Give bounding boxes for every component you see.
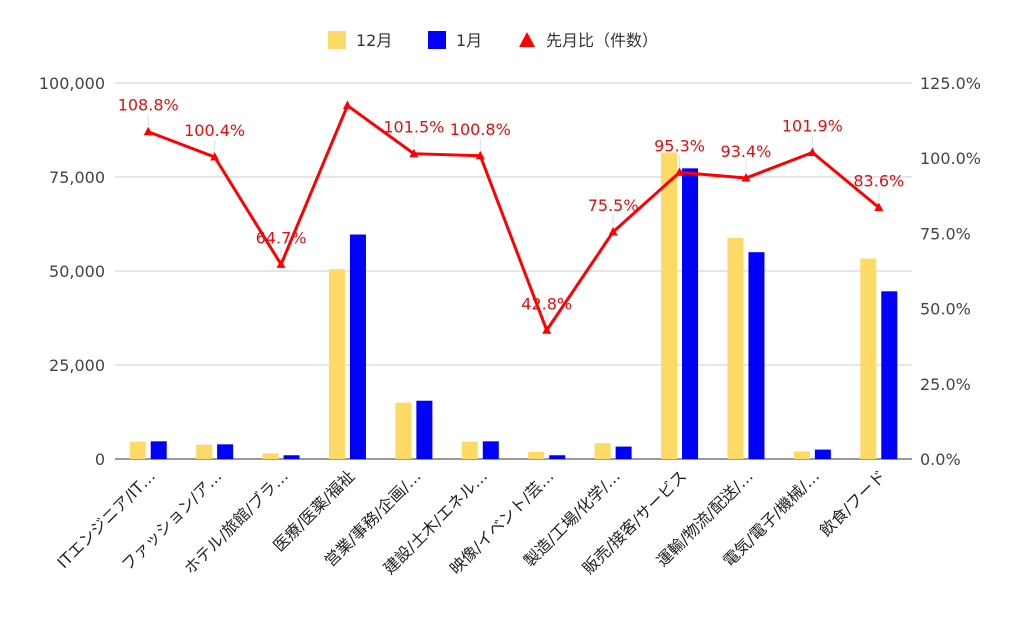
ratio-data-label: 64.7% (256, 228, 307, 247)
legend-label: 1月 (456, 31, 482, 50)
bar-dec (461, 441, 478, 459)
ratio-marker (807, 147, 817, 156)
ratio-data-label: 95.3% (654, 136, 705, 155)
y-right-tick-label: 125.0% (920, 74, 981, 93)
legend-swatch (428, 31, 446, 49)
y-right-tick-label: 75.0% (920, 224, 971, 243)
ratio-marker (608, 226, 618, 236)
bar-jan (549, 455, 566, 459)
bar-dec (395, 402, 412, 459)
bar-dec (661, 152, 678, 459)
bar-dec (594, 443, 611, 459)
bar-jan (881, 291, 898, 459)
bar-jan (814, 449, 831, 459)
ratio-marker (475, 150, 485, 160)
ratio-data-label: 100.4% (184, 121, 245, 140)
ratio-marker (874, 202, 884, 212)
ratio-marker (542, 325, 552, 334)
ratio-data-label: 75.5% (588, 196, 639, 215)
y-left-tick-label: 75,000 (49, 168, 105, 187)
bar-jan (349, 234, 366, 459)
ratio-marker (409, 148, 419, 158)
x-category-label: 飲食/フード (816, 466, 890, 540)
bar-jan (482, 441, 499, 459)
y-right-tick-label: 0.0% (920, 450, 961, 469)
y-left-tick-label: 100,000 (39, 74, 105, 93)
ratio-data-label: 93.4% (721, 142, 772, 161)
bar-dec (262, 453, 279, 459)
ratio-marker (143, 126, 153, 136)
bar-dec (129, 441, 146, 459)
gridlines (115, 82, 912, 460)
ratio-line (147, 104, 880, 332)
ratio-marker (342, 100, 352, 110)
y-axis-right: 0.0% 25.0% 50.0% 75.0% 100.0% 125.0% (920, 74, 981, 469)
legend-label: 先月比（件数） (546, 31, 658, 50)
ratio-marker (741, 173, 751, 182)
legend-label: 12月 (356, 31, 392, 50)
ratio-marker (210, 151, 220, 161)
ratio-marker (276, 259, 286, 268)
bar-jan (682, 168, 699, 460)
ratio-marker (675, 167, 685, 176)
legend: 12月 1月 先月比（件数） (328, 31, 658, 50)
y-right-tick-label: 100.0% (920, 149, 981, 168)
ratio-data-label: 42.8% (521, 294, 572, 313)
legend-swatch (519, 32, 535, 47)
bar-dec (528, 451, 545, 459)
y-axis-left: 0 25,000 50,000 75,000 100,000 (39, 74, 105, 469)
y-left-tick-label: 25,000 (49, 356, 105, 375)
bar-jan (283, 455, 300, 459)
data-labels: 108.8% 100.4% 64.7% 101.5% 100.8% 42.8% 75.5% 9… (118, 96, 904, 325)
y-left-tick-label: 50,000 (49, 262, 105, 281)
ratio-data-label: 83.6% (853, 172, 904, 191)
ratio-data-label: 100.8% (450, 120, 511, 139)
y-left-tick-label: 0 (95, 450, 105, 469)
bar-dec (196, 444, 213, 459)
bar-jan (150, 441, 167, 459)
bar-dec (793, 451, 810, 459)
bar-dec (860, 258, 877, 459)
bar-dec (727, 237, 744, 459)
x-axis-categories: ITエンジニア/IT…ファッション/ア…ホテル/旅館/ブラ…医療/医薬/福祉営業… (53, 466, 889, 578)
bar-jan (748, 252, 765, 459)
bar-jan (416, 400, 433, 459)
bar-jan (615, 446, 632, 459)
y-right-tick-label: 50.0% (920, 300, 971, 319)
legend-swatch (328, 31, 346, 49)
bar-dec (328, 269, 345, 459)
y-right-tick-label: 25.0% (920, 375, 971, 394)
line-series (143, 100, 884, 334)
bar-jan (217, 444, 234, 459)
ratio-data-label: 108.8% (118, 96, 179, 115)
ratio-data-label: 101.9% (782, 116, 843, 135)
ratio-data-label: 101.5% (383, 118, 444, 137)
bar-series (129, 152, 898, 460)
